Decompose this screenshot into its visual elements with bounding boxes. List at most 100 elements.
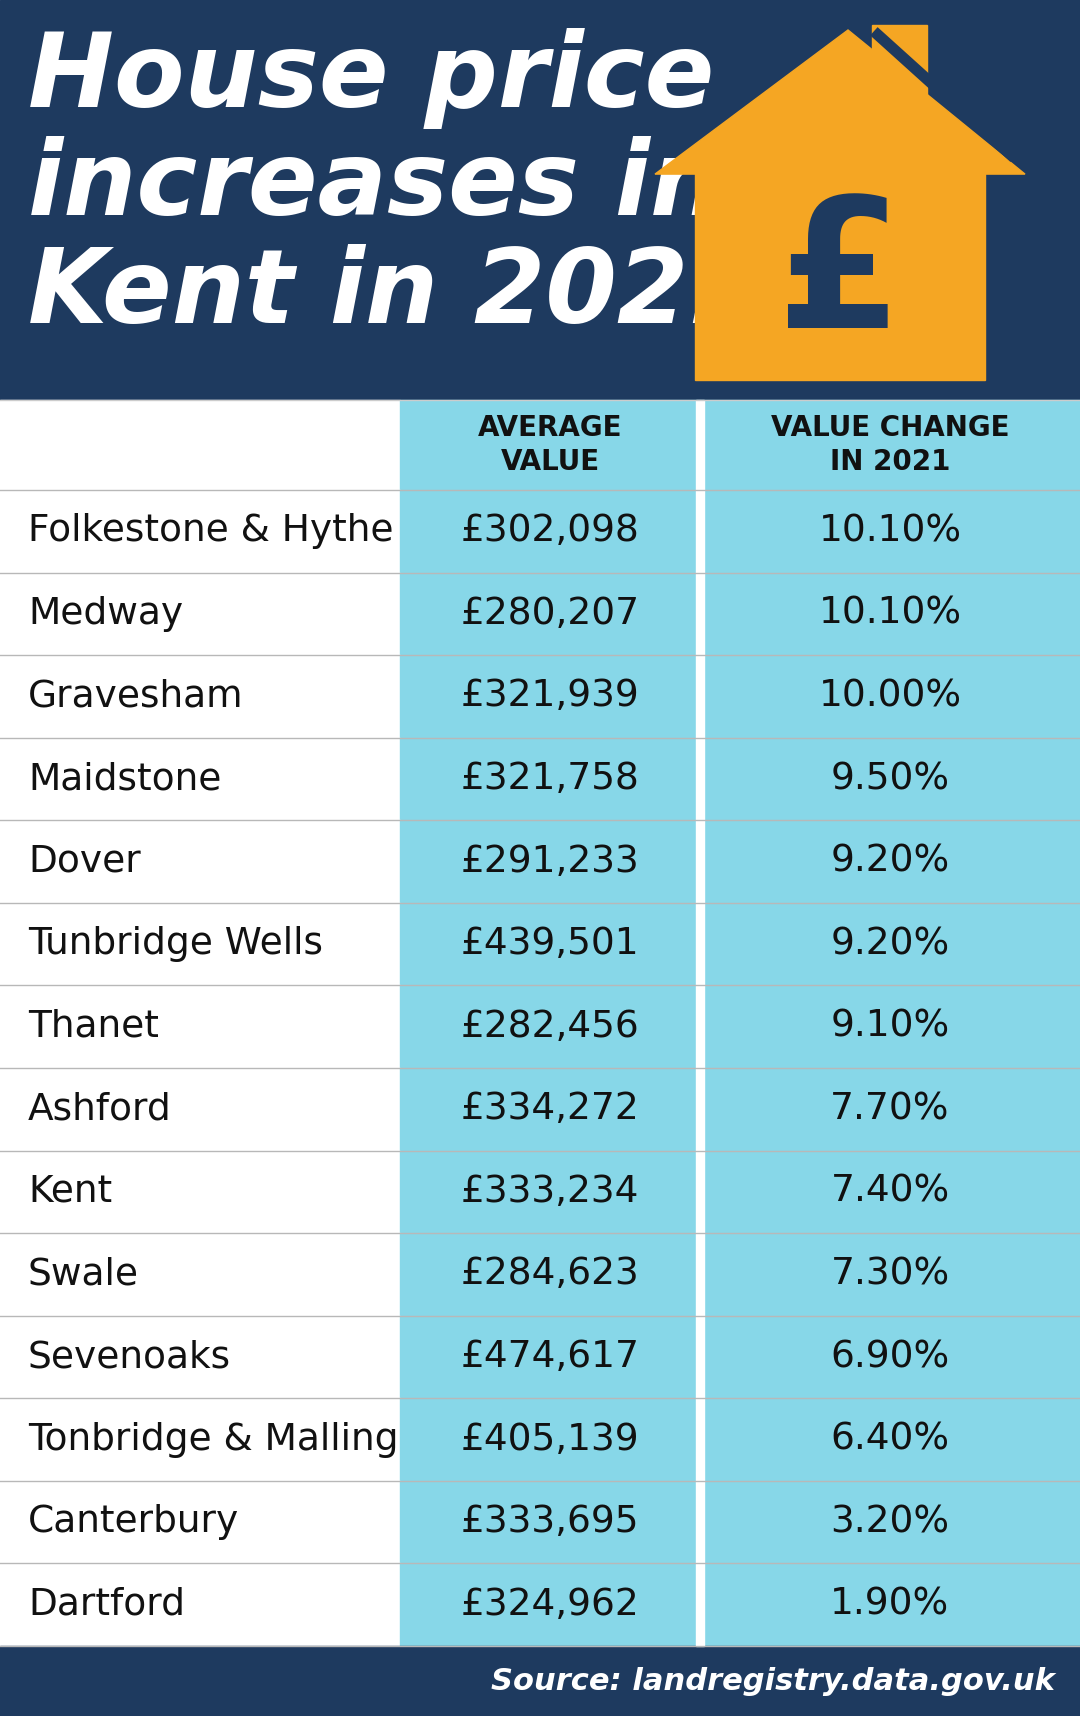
Bar <box>0 656 400 738</box>
Text: Folkestone & Hythe: Folkestone & Hythe <box>28 513 393 549</box>
Text: House price: House price <box>28 27 714 129</box>
Text: 7.70%: 7.70% <box>831 1091 949 1127</box>
Bar <box>700 491 1080 573</box>
Bar <box>0 738 400 820</box>
Bar <box>696 1563 704 1646</box>
Bar <box>696 166 985 379</box>
Text: 1.90%: 1.90% <box>831 1587 949 1623</box>
Text: Ashford: Ashford <box>28 1091 172 1127</box>
Text: 7.40%: 7.40% <box>831 1174 949 1210</box>
Bar <box>400 1150 700 1234</box>
Bar <box>696 903 704 985</box>
Bar <box>700 738 1080 820</box>
Bar <box>696 1316 704 1399</box>
Bar <box>696 400 704 491</box>
Bar <box>696 573 704 656</box>
Text: 9.20%: 9.20% <box>831 844 949 880</box>
Bar <box>400 400 700 491</box>
Bar <box>400 1234 700 1316</box>
Text: Source: landregistry.data.gov.uk: Source: landregistry.data.gov.uk <box>491 1666 1055 1695</box>
Bar <box>0 0 1080 400</box>
Bar <box>0 1316 400 1399</box>
Bar <box>872 26 927 115</box>
Text: £324,962: £324,962 <box>461 1587 639 1623</box>
Bar <box>0 491 400 573</box>
Text: £321,939: £321,939 <box>461 678 639 714</box>
Text: Kent in 2021: Kent in 2021 <box>28 244 760 345</box>
Text: £282,456: £282,456 <box>461 1009 639 1045</box>
Text: 10.00%: 10.00% <box>819 678 961 714</box>
Text: Medway: Medway <box>28 595 184 631</box>
Text: £334,272: £334,272 <box>461 1091 639 1127</box>
Bar <box>400 1563 700 1646</box>
Text: £333,234: £333,234 <box>461 1174 639 1210</box>
Bar <box>400 656 700 738</box>
Bar <box>400 985 700 1067</box>
Bar <box>400 573 700 656</box>
Bar <box>700 820 1080 903</box>
Bar <box>696 1481 704 1563</box>
Bar <box>400 820 700 903</box>
Text: £405,139: £405,139 <box>461 1421 639 1457</box>
Bar <box>696 1067 704 1150</box>
Bar <box>700 656 1080 738</box>
Text: increases in: increases in <box>28 136 724 237</box>
Bar <box>400 1399 700 1481</box>
Bar <box>696 820 704 903</box>
Bar <box>400 491 700 573</box>
Bar <box>700 1316 1080 1399</box>
Text: 9.50%: 9.50% <box>831 760 949 796</box>
Text: Dover: Dover <box>28 844 140 880</box>
Polygon shape <box>654 29 1025 173</box>
Text: Gravesham: Gravesham <box>28 678 243 714</box>
Bar <box>0 1563 400 1646</box>
Bar <box>700 1481 1080 1563</box>
Text: Tonbridge & Malling: Tonbridge & Malling <box>28 1421 399 1457</box>
Bar <box>700 573 1080 656</box>
Bar <box>700 1563 1080 1646</box>
Bar <box>400 1316 700 1399</box>
Text: Swale: Swale <box>28 1256 139 1292</box>
Bar <box>0 1234 400 1316</box>
Bar <box>0 573 400 656</box>
Text: £: £ <box>778 190 903 366</box>
Text: £280,207: £280,207 <box>460 595 639 631</box>
Text: AVERAGE
VALUE: AVERAGE VALUE <box>477 414 622 477</box>
Text: 7.30%: 7.30% <box>831 1256 949 1292</box>
Bar <box>696 1234 704 1316</box>
Bar <box>400 1481 700 1563</box>
Bar <box>700 903 1080 985</box>
Bar <box>696 738 704 820</box>
Text: 9.10%: 9.10% <box>831 1009 949 1045</box>
Text: £291,233: £291,233 <box>461 844 639 880</box>
Bar <box>0 903 400 985</box>
Bar <box>700 1150 1080 1234</box>
Bar <box>700 985 1080 1067</box>
Text: Sevenoaks: Sevenoaks <box>28 1338 231 1375</box>
Text: Canterbury: Canterbury <box>28 1505 240 1541</box>
Bar <box>696 1399 704 1481</box>
Text: 6.90%: 6.90% <box>831 1338 949 1375</box>
Text: £333,695: £333,695 <box>461 1505 639 1541</box>
Bar <box>400 738 700 820</box>
Bar <box>0 820 400 903</box>
Bar <box>0 1399 400 1481</box>
Text: Dartford: Dartford <box>28 1587 185 1623</box>
Bar <box>700 1067 1080 1150</box>
Bar <box>696 1150 704 1234</box>
Bar <box>696 656 704 738</box>
Text: £474,617: £474,617 <box>460 1338 639 1375</box>
Bar <box>0 1150 400 1234</box>
Bar <box>700 1399 1080 1481</box>
Bar <box>0 985 400 1067</box>
Bar <box>0 1646 1080 1716</box>
Bar <box>696 985 704 1067</box>
Text: 10.10%: 10.10% <box>819 513 961 549</box>
Text: Tunbridge Wells: Tunbridge Wells <box>28 927 323 963</box>
Text: 10.10%: 10.10% <box>819 595 961 631</box>
Text: £302,098: £302,098 <box>460 513 639 549</box>
Text: Kent: Kent <box>28 1174 112 1210</box>
Bar <box>700 400 1080 491</box>
Bar <box>696 491 704 573</box>
Text: £439,501: £439,501 <box>461 927 639 963</box>
